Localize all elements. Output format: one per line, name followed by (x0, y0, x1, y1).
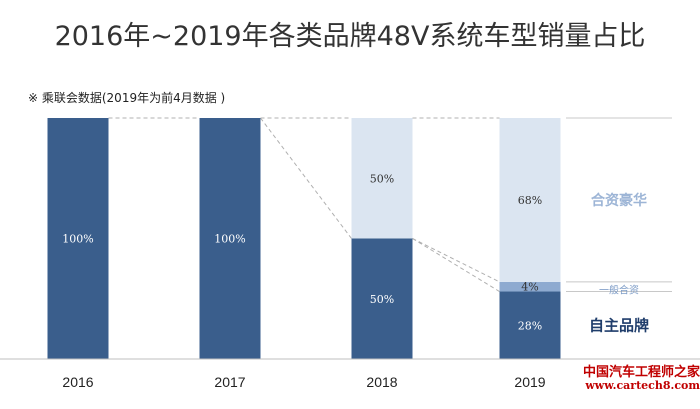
value-label-2016-series-0: 100% (62, 233, 93, 246)
x-tick-label-2018: 2018 (366, 374, 397, 390)
bar-2019-series-1 (499, 281, 561, 292)
bar-2016-series-0 (47, 118, 109, 359)
connector-2-2 (412, 238, 500, 283)
chart-title: 2016年~2019年各类品牌48V系统车型销量占比 (54, 21, 646, 52)
bar-2017-series-0 (199, 118, 261, 359)
bar-2018-series-0 (351, 238, 413, 359)
legend: 自主品牌 一般合资 合资豪华 (566, 117, 672, 335)
connector-1-1 (260, 117, 352, 239)
data-source-note: ※ 乘联会数据(2019年为前4月数据 ) (28, 91, 226, 105)
legend-label-series-0: 自主品牌 (589, 317, 649, 335)
x-tick-label-2016: 2016 (62, 374, 93, 390)
connector-lines (108, 117, 500, 292)
value-label-2018-series-0: 50% (370, 293, 394, 306)
watermark-line1: 中国汽车工程师之家 (582, 365, 700, 380)
value-labels: 100% 100% 50% 50% 28% 4% 68% (62, 172, 542, 332)
value-label-2017-series-0: 100% (214, 233, 245, 246)
legend-label-series-2: 合资豪华 (591, 192, 647, 209)
x-tick-label-2019: 2019 (514, 374, 545, 390)
value-label-2019-series-2: 68% (518, 194, 542, 207)
x-tick-label-2017: 2017 (214, 374, 245, 390)
x-axis-labels: 2016 2017 2018 2019 (62, 374, 545, 390)
value-label-2019-series-1: 4% (521, 281, 538, 294)
value-label-2018-series-2: 50% (370, 172, 394, 185)
bar-2019-series-0 (499, 291, 561, 359)
value-label-2019-series-0: 28% (518, 319, 542, 332)
bars (47, 118, 561, 359)
connector-2-1 (412, 238, 500, 292)
watermark: 中国汽车工程师之家 www.cartech8.com (555, 366, 700, 391)
bar-2019-series-2 (499, 118, 561, 282)
watermark-line2: www.cartech8.com (585, 378, 700, 392)
legend-label-series-1: 一般合资 (599, 283, 639, 296)
bar-2018-series-2 (351, 118, 413, 239)
